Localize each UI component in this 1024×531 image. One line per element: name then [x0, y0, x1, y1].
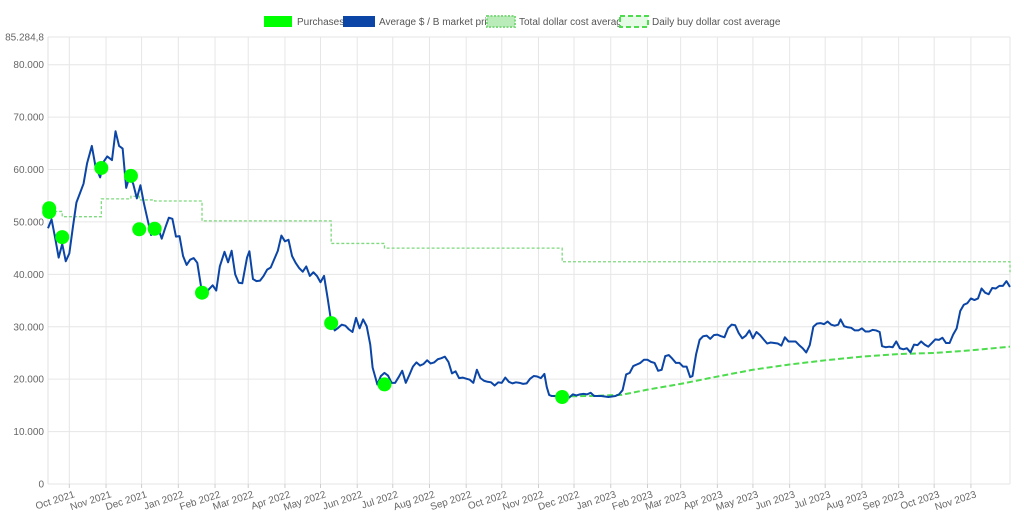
y-tick-label: 70.000 [13, 113, 44, 124]
x-tick-label: Jan 2022 [143, 489, 186, 512]
purchase-point[interactable] [55, 230, 70, 245]
purchase-point[interactable] [123, 168, 138, 183]
y-tick-label: 30.000 [13, 322, 44, 333]
x-tick-label: Jun 2023 [754, 489, 797, 512]
x-tick-label: Dec 2022 [537, 489, 582, 513]
legend-item-average-b-market-price[interactable]: Average $ / B market price [343, 16, 498, 28]
x-tick-label: Jan 2023 [575, 489, 618, 512]
purchase-point[interactable] [324, 316, 339, 331]
legend-label: Purchases [297, 17, 344, 28]
series-line-total-dollar-cost-average [49, 195, 1011, 273]
legend-label: Daily buy dollar cost average [652, 17, 781, 28]
legend[interactable]: Purchases Average $ / B market price Total… [264, 15, 781, 28]
y-tick-label: 10.000 [13, 427, 44, 438]
y-tick-label: 0 [38, 480, 44, 491]
legend-swatch [343, 16, 375, 27]
legend-label: Total dollar cost average [519, 17, 628, 28]
legend-label: Average $ / B market price [379, 17, 498, 28]
y-tick-label: 85.284,8 [5, 33, 44, 44]
grid [47, 36, 1011, 488]
x-tick-label: Nov 2023 [934, 489, 979, 513]
x-tick-label: Aug 2023 [825, 489, 870, 513]
y-axis: 0 10.000 20.000 30.000 40.000 50.000 60.000 70.… [5, 33, 44, 491]
legend-swatch [264, 16, 292, 27]
legend-item-daily-buy-dollar-cost-average[interactable]: Daily buy dollar cost average [619, 15, 781, 28]
legend-item-purchases[interactable]: Purchases [264, 16, 344, 28]
purchase-point[interactable] [147, 221, 162, 236]
y-tick-label: 60.000 [13, 165, 44, 176]
series-layer [42, 130, 1011, 404]
purchase-point[interactable] [195, 285, 210, 300]
purchase-point[interactable] [94, 160, 109, 175]
legend-swatch [486, 15, 516, 28]
purchase-point[interactable] [42, 204, 57, 219]
x-tick-label: Aug 2022 [392, 489, 437, 513]
legend-swatch [619, 15, 649, 28]
x-tick-label: Jun 2022 [322, 489, 365, 512]
series-line-daily-buy-dollar-cost-average [562, 345, 1011, 398]
legend-item-total-dollar-cost-average[interactable]: Total dollar cost average [486, 15, 628, 28]
purchase-point[interactable] [377, 377, 392, 392]
y-tick-label: 40.000 [13, 270, 44, 281]
y-tick-label: 20.000 [13, 375, 44, 386]
y-tick-label: 50.000 [13, 217, 44, 228]
x-tick-label: Dec 2021 [104, 489, 149, 513]
purchase-point[interactable] [555, 389, 570, 404]
series-line-average-b-market-price [47, 130, 1011, 402]
y-tick-label: 80.000 [13, 60, 44, 71]
purchase-point[interactable] [132, 222, 147, 237]
